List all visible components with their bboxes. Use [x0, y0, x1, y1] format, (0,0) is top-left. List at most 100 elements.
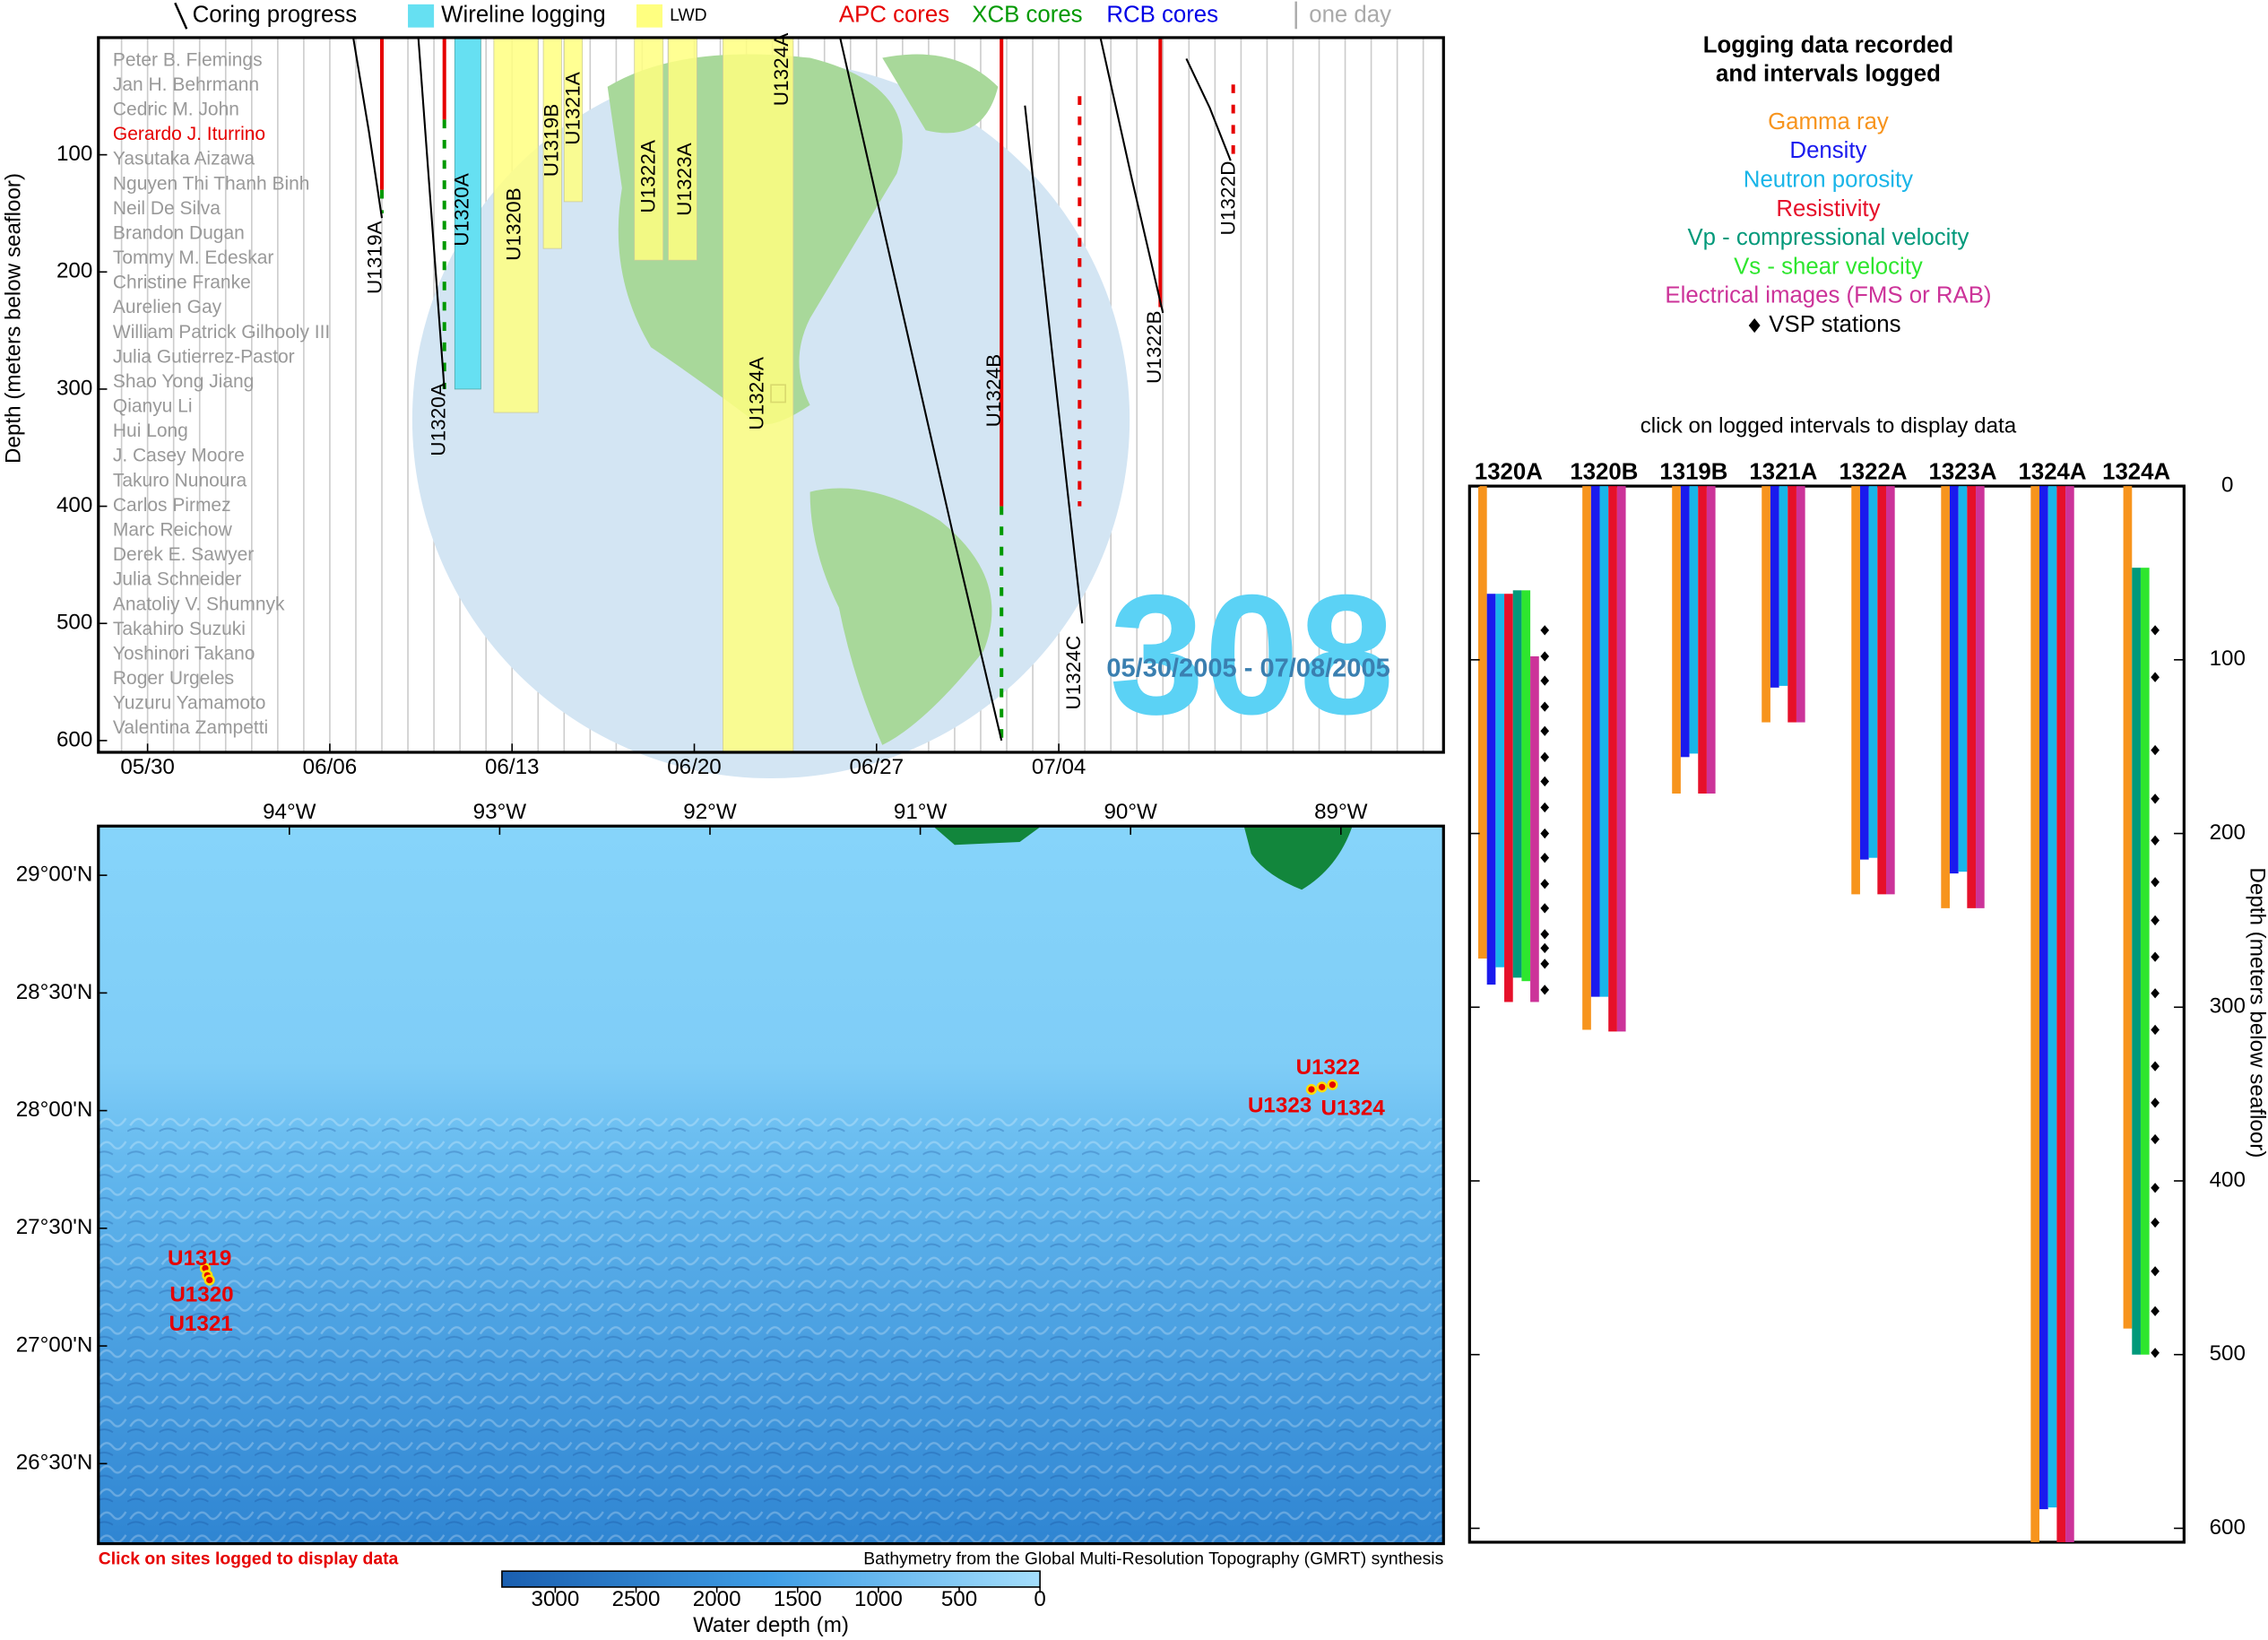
log-interval[interactable] [2123, 486, 2133, 1329]
site-label[interactable]: U1320 [169, 1282, 233, 1306]
log-interval[interactable] [1949, 486, 1959, 874]
logs-frame [1467, 484, 2186, 1544]
y-tick-label: 400 [56, 493, 92, 517]
log-interval[interactable] [1486, 594, 1496, 985]
log-interval[interactable] [1689, 486, 1699, 754]
tool-legend: Vs - shear velocity [1734, 254, 1923, 279]
log-interval[interactable] [1958, 486, 1968, 872]
x-tick-label: 06/27 [850, 755, 905, 779]
log-interval[interactable] [1590, 486, 1600, 997]
vsp-station [1540, 802, 1550, 813]
log-interval[interactable] [1851, 486, 1860, 895]
y-tick-label: 600 [56, 727, 92, 751]
map-credit: Bathymetry from the Global Multi-Resolut… [863, 1549, 1443, 1568]
scientist: Neil De Silva [113, 198, 221, 219]
log-interval[interactable] [1706, 486, 1716, 794]
colorbar-tick-label: 1500 [774, 1587, 822, 1611]
vsp-station [2151, 877, 2160, 888]
hole-header: 1319B [1659, 459, 1727, 484]
log-interval[interactable] [2140, 568, 2150, 1355]
lat-label: 27°00'N [16, 1332, 93, 1357]
log-interval[interactable] [1680, 486, 1690, 758]
site-label[interactable]: U1319 [168, 1246, 231, 1271]
site-marker[interactable] [203, 1274, 215, 1286]
lon-label: 91°W [894, 800, 948, 824]
log-interval[interactable] [2047, 486, 2057, 1508]
log-interval[interactable] [1521, 590, 1531, 982]
tool-legend: Neutron porosity [1744, 167, 1913, 192]
site-label[interactable]: U1323 [1248, 1094, 1311, 1118]
site-label[interactable]: U1321 [169, 1312, 232, 1336]
scientist: Gerardo J. Iturrino [113, 124, 265, 144]
log-interval[interactable] [1967, 486, 1977, 908]
log-interval[interactable] [1788, 486, 1796, 723]
vsp-station [2151, 1183, 2160, 1193]
log-interval[interactable] [1868, 486, 1878, 858]
x-tick-label: 07/04 [1032, 755, 1086, 779]
log-interval[interactable] [2056, 486, 2066, 1542]
site-marker[interactable] [1327, 1079, 1338, 1090]
scientist: Julia Schneider [113, 569, 241, 590]
hole-label: U1320B [502, 187, 524, 261]
log-interval[interactable] [1976, 486, 1985, 908]
hole-label: U1322D [1216, 161, 1239, 236]
x-tick-label: 06/06 [303, 755, 358, 779]
vsp-station [2151, 1266, 2160, 1277]
vsp-station [1540, 776, 1550, 787]
log-interval[interactable] [1698, 486, 1707, 794]
site-marker[interactable] [1305, 1083, 1317, 1096]
hole-label: U1323A [673, 142, 696, 216]
log-interval[interactable] [1877, 486, 1886, 895]
scientist: Christine Franke [113, 273, 251, 293]
logs-y-tick-label: 300 [2210, 994, 2246, 1019]
site-label[interactable]: U1324 [1321, 1097, 1386, 1121]
logs-y-tick-label: 100 [2210, 646, 2246, 671]
map-panel: Click on sites logged to display data Ba… [16, 800, 1445, 1637]
log-interval[interactable] [1770, 486, 1779, 688]
log-interval[interactable] [1477, 486, 1487, 959]
scientist: Cedric M. John [113, 99, 239, 119]
vsp-station [2151, 794, 2160, 804]
hole-label: U1320A [450, 172, 472, 247]
log-interval[interactable] [2030, 486, 2040, 1542]
log-interval[interactable] [1608, 486, 1617, 1032]
log-interval[interactable] [2132, 568, 2141, 1355]
lat-label: 28°00'N [16, 1098, 93, 1122]
log-interval[interactable] [1859, 486, 1869, 860]
log-interval[interactable] [1885, 486, 1895, 895]
lat-label: 29°00'N [16, 863, 93, 887]
logs-y-label: Depth (meters below seafloor) [2246, 867, 2268, 1158]
vsp-station [1540, 985, 1550, 995]
log-interval[interactable] [1941, 486, 1950, 908]
log-interval[interactable] [1796, 486, 1805, 723]
vsp-station [1540, 651, 1550, 662]
scientist: William Patrick Gilhooly III [113, 322, 330, 343]
vsp-station [2151, 951, 2160, 962]
log-interval[interactable] [2065, 486, 2074, 1542]
log-interval[interactable] [1504, 594, 1513, 1002]
vsp-station [2151, 625, 2160, 636]
lat-label: 28°30'N [16, 980, 93, 1004]
vsp-station [1540, 879, 1550, 889]
vsp-station [2151, 1133, 2160, 1145]
legend-swatch [408, 4, 435, 28]
vsp-station [1540, 675, 1550, 686]
hole-header: 1320B [1570, 459, 1638, 484]
log-interval[interactable] [1582, 486, 1591, 1030]
log-interval[interactable] [1779, 486, 1788, 686]
hole-header: 1322A [1839, 459, 1907, 484]
log-interval[interactable] [1672, 486, 1681, 794]
log-interval[interactable] [1530, 655, 1539, 1002]
lat-label: 27°30'N [16, 1215, 93, 1239]
scientist: Peter B. Flemings [113, 49, 263, 70]
log-interval[interactable] [2039, 486, 2048, 1510]
log-interval[interactable] [1762, 486, 1770, 723]
log-interval[interactable] [1616, 486, 1626, 1032]
log-interval[interactable] [1512, 590, 1522, 978]
site-marker[interactable] [1316, 1081, 1328, 1093]
log-interval[interactable] [1599, 486, 1609, 997]
scientist: Derek E. Sawyer [113, 544, 254, 565]
log-interval[interactable] [1495, 594, 1505, 968]
site-label[interactable]: U1322 [1296, 1055, 1360, 1080]
